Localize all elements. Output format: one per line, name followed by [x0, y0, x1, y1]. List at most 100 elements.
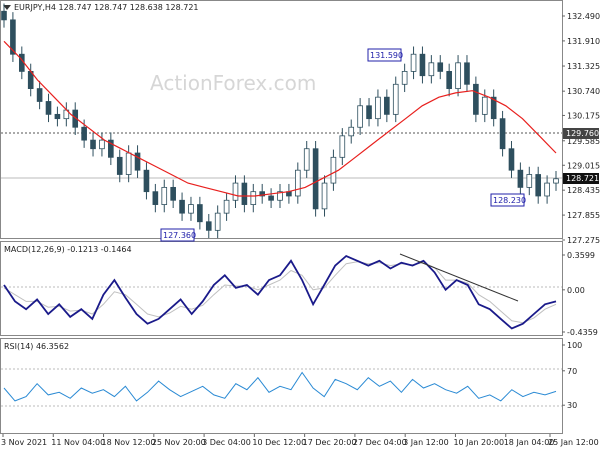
watermark: ActionForex.com: [150, 71, 316, 95]
x-tick-label: 27 Dec 04:00: [353, 438, 407, 447]
moving-average-line: [3, 40, 557, 197]
annotation-recent-low: 128.230: [490, 193, 526, 207]
candle-body: [250, 191, 257, 205]
y-tick-label: 30: [567, 401, 577, 410]
candle-body: [241, 182, 248, 205]
menu-triangle-icon: [3, 5, 11, 10]
y-tick-label: 127.855: [567, 211, 600, 220]
y-tick-label: 100: [567, 341, 582, 350]
macd-panel: MACD(12,26,9) -0.1213 -0.1464 0.3599 0.00…: [1, 245, 598, 337]
candle-body: [321, 182, 328, 210]
candle-body: [10, 19, 16, 55]
x-tick-label: 10 Dec 12:00: [252, 438, 306, 447]
rsi-line: [3, 371, 557, 402]
candle-body: [339, 135, 346, 158]
macd-main-line: [3, 254, 557, 330]
price-panel-frame: [0, 0, 563, 239]
current-price-tag-text: 128.721: [566, 174, 599, 183]
y-tick-label: 0.00: [567, 286, 585, 295]
candle-body: [188, 204, 194, 214]
candle-body: [526, 174, 533, 188]
rsi-header: RSI(14) 46.3562: [4, 342, 69, 351]
candle-body: [90, 139, 96, 150]
rsi-y-axis: 100 70 30: [562, 341, 582, 410]
y-tick-label: -0.4359: [567, 328, 598, 337]
candle-body: [473, 83, 479, 115]
x-tick-label: 25 Nov 20:00: [152, 438, 206, 447]
y-tick-label: 131.325: [567, 62, 600, 71]
macd-header: MACD(12,26,9) -0.1213 -0.1464: [4, 245, 132, 254]
candle-body: [508, 148, 515, 171]
candle-body: [330, 156, 337, 184]
candle-body: [410, 53, 417, 72]
y-tick-label: 130.175: [567, 111, 600, 120]
candle-body: [125, 152, 132, 175]
annotation-low: 127.360: [160, 228, 196, 242]
x-tick-label: 3 Dec 04:00: [202, 438, 251, 447]
annotation-high: 131.590: [367, 48, 403, 62]
candle-body: [544, 182, 550, 197]
x-tick-label: 3 Jan 12:00: [403, 438, 449, 447]
candle-body: [197, 204, 203, 223]
annotation-high-text: 131.590: [370, 51, 403, 60]
macd-y-axis: 0.3599 0.00 -0.4359: [562, 251, 598, 337]
x-tick-label: 25 Jan 12:00: [548, 438, 599, 447]
candle-body: [205, 221, 212, 231]
candle-body: [401, 71, 408, 85]
candle-body: [366, 105, 372, 120]
y-tick-label: 132.490: [567, 12, 600, 21]
candle-body: [312, 148, 319, 210]
candle-body: [357, 105, 363, 128]
candle-body: [392, 83, 399, 115]
level-tag-text: 129.760: [566, 129, 599, 138]
candle-body: [419, 53, 426, 77]
candle-body: [1, 10, 7, 21]
y-tick-label: 130.740: [567, 87, 600, 96]
x-tick-label: 18 Jan 04:00: [504, 438, 555, 447]
y-tick-label: 129.585: [567, 137, 600, 146]
candle-body: [152, 191, 159, 205]
candle-body: [268, 195, 274, 201]
x-tick-label: 3 Nov 2021: [1, 438, 47, 447]
candle-body: [214, 212, 221, 231]
x-tick-label: 11 Nov 04:00: [51, 438, 105, 447]
candle-body: [54, 113, 61, 120]
candle-body: [481, 96, 488, 115]
candle-body: [99, 139, 105, 150]
price-header: EURJPY,H4 128.747 128.747 128.638 128.72…: [14, 3, 199, 12]
candle-body: [446, 71, 452, 89]
candle-body: [384, 96, 390, 115]
candle-body: [375, 96, 381, 120]
y-tick-label: 129.015: [567, 161, 600, 170]
annotation-recent-low-text: 128.230: [493, 196, 526, 205]
candle-body: [116, 156, 123, 175]
y-tick-label: 0.3599: [567, 251, 595, 260]
candle-body: [428, 62, 435, 77]
y-tick-label: 127.275: [567, 236, 600, 245]
price-panel: EURJPY,H4 128.747 128.747 128.638 128.72…: [1, 3, 600, 245]
annotation-low-text: 127.360: [163, 231, 196, 240]
x-tick-label: 17 Dec 20:00: [303, 438, 357, 447]
candle-body: [81, 126, 87, 141]
candle-body: [437, 62, 444, 72]
candle-body: [517, 169, 524, 188]
level-tag: 129.760: [563, 128, 599, 139]
price-y-axis: 132.490 131.910 131.325 130.740 130.175 129.5…: [562, 12, 600, 245]
candle-body: [108, 139, 114, 158]
y-tick-label: 128.435: [567, 186, 600, 195]
candle-body: [161, 186, 168, 205]
candle-body: [143, 169, 150, 193]
candle-body: [223, 199, 230, 214]
current-price-tag: 128.721: [563, 173, 599, 184]
x-tick-label: 10 Jan 20:00: [453, 438, 504, 447]
candle-body: [535, 174, 542, 197]
price-candles: [1, 3, 559, 239]
candle-body: [45, 101, 52, 115]
candle-body: [294, 169, 301, 197]
candle-body: [277, 191, 283, 201]
macd-trendline: [399, 253, 519, 302]
candle-body: [455, 62, 461, 89]
candle-body: [170, 186, 176, 201]
